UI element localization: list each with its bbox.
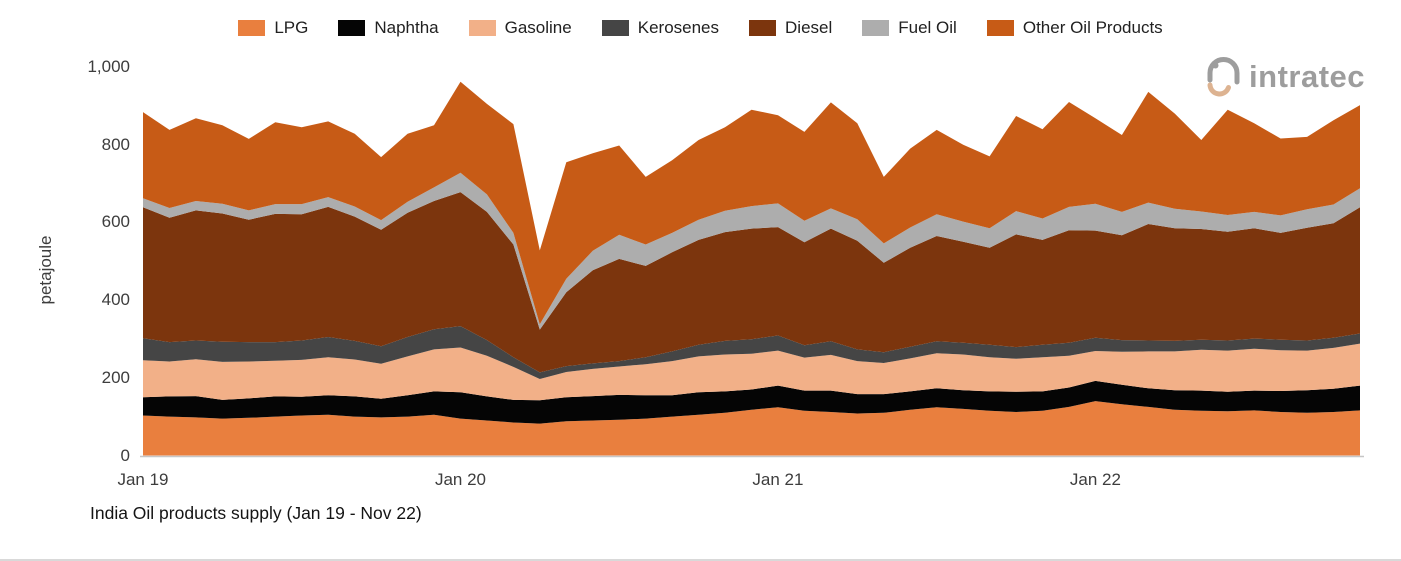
y-tick-label: 200 <box>101 367 130 387</box>
legend-item-kerosenes: Kerosenes <box>601 18 720 37</box>
legend-item-naphtha: Naphtha <box>338 18 439 37</box>
area-band-lpg <box>143 401 1360 456</box>
y-tick-label: 600 <box>101 212 130 232</box>
y-tick-label: 800 <box>101 134 130 154</box>
legend-swatch <box>468 19 496 36</box>
chart-caption: India Oil products supply (Jan 19 - Nov … <box>90 503 422 523</box>
x-tick-label: Jan 20 <box>434 470 486 489</box>
legend-item-diesel: Diesel <box>749 19 832 36</box>
y-tick-label: 0 <box>120 445 130 465</box>
chart-legend: LPG Naphtha Gasoline Kerosenes Diesel Fuel Oi… <box>0 19 1401 36</box>
y-tick-label: 400 <box>101 290 130 310</box>
legend-label: Diesel <box>785 18 833 37</box>
legend-label: LPG <box>274 18 309 37</box>
legend-swatch <box>238 19 266 36</box>
legend-label: Fuel Oil <box>898 18 957 37</box>
area-band-other-oil-products <box>143 81 1360 325</box>
x-tick-label: Jan 22 <box>1069 470 1121 489</box>
legend-label: Naphtha <box>374 18 439 37</box>
area-band-kerosenes <box>143 326 1360 379</box>
legend-label: Kerosenes <box>637 18 720 37</box>
x-tick-label: Jan 21 <box>752 470 804 489</box>
intratec-logo: intratec <box>1201 52 1365 100</box>
legend-item-other-oil-products: Other Oil Products <box>986 18 1163 37</box>
area-band-diesel <box>143 192 1360 373</box>
area-band-naphtha <box>143 380 1360 424</box>
legend-swatch <box>862 19 890 36</box>
legend-label: Gasoline <box>504 18 572 37</box>
stacked-area-chart <box>140 81 1364 458</box>
legend-item-lpg: LPG <box>238 19 308 36</box>
x-tick-label: Jan 19 <box>117 470 169 489</box>
legend-swatch <box>601 19 629 36</box>
intratec-logo-text: intratec <box>1249 58 1365 94</box>
area-band-gasoline <box>143 343 1360 401</box>
legend-swatch <box>986 19 1014 36</box>
legend-swatch <box>749 19 777 36</box>
legend-swatch <box>338 19 366 36</box>
intratec-logo-icon <box>1207 57 1240 97</box>
legend-label: Other Oil Products <box>1022 18 1163 37</box>
legend-item-gasoline: Gasoline <box>468 18 572 37</box>
y-tick-label: 1,000 <box>87 57 130 76</box>
legend-item-fuel-oil: Fuel Oil <box>862 19 957 36</box>
